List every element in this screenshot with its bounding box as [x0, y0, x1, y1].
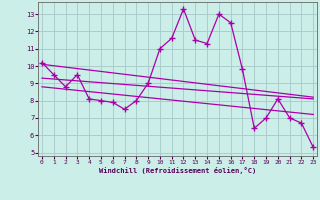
X-axis label: Windchill (Refroidissement éolien,°C): Windchill (Refroidissement éolien,°C)	[99, 167, 256, 174]
